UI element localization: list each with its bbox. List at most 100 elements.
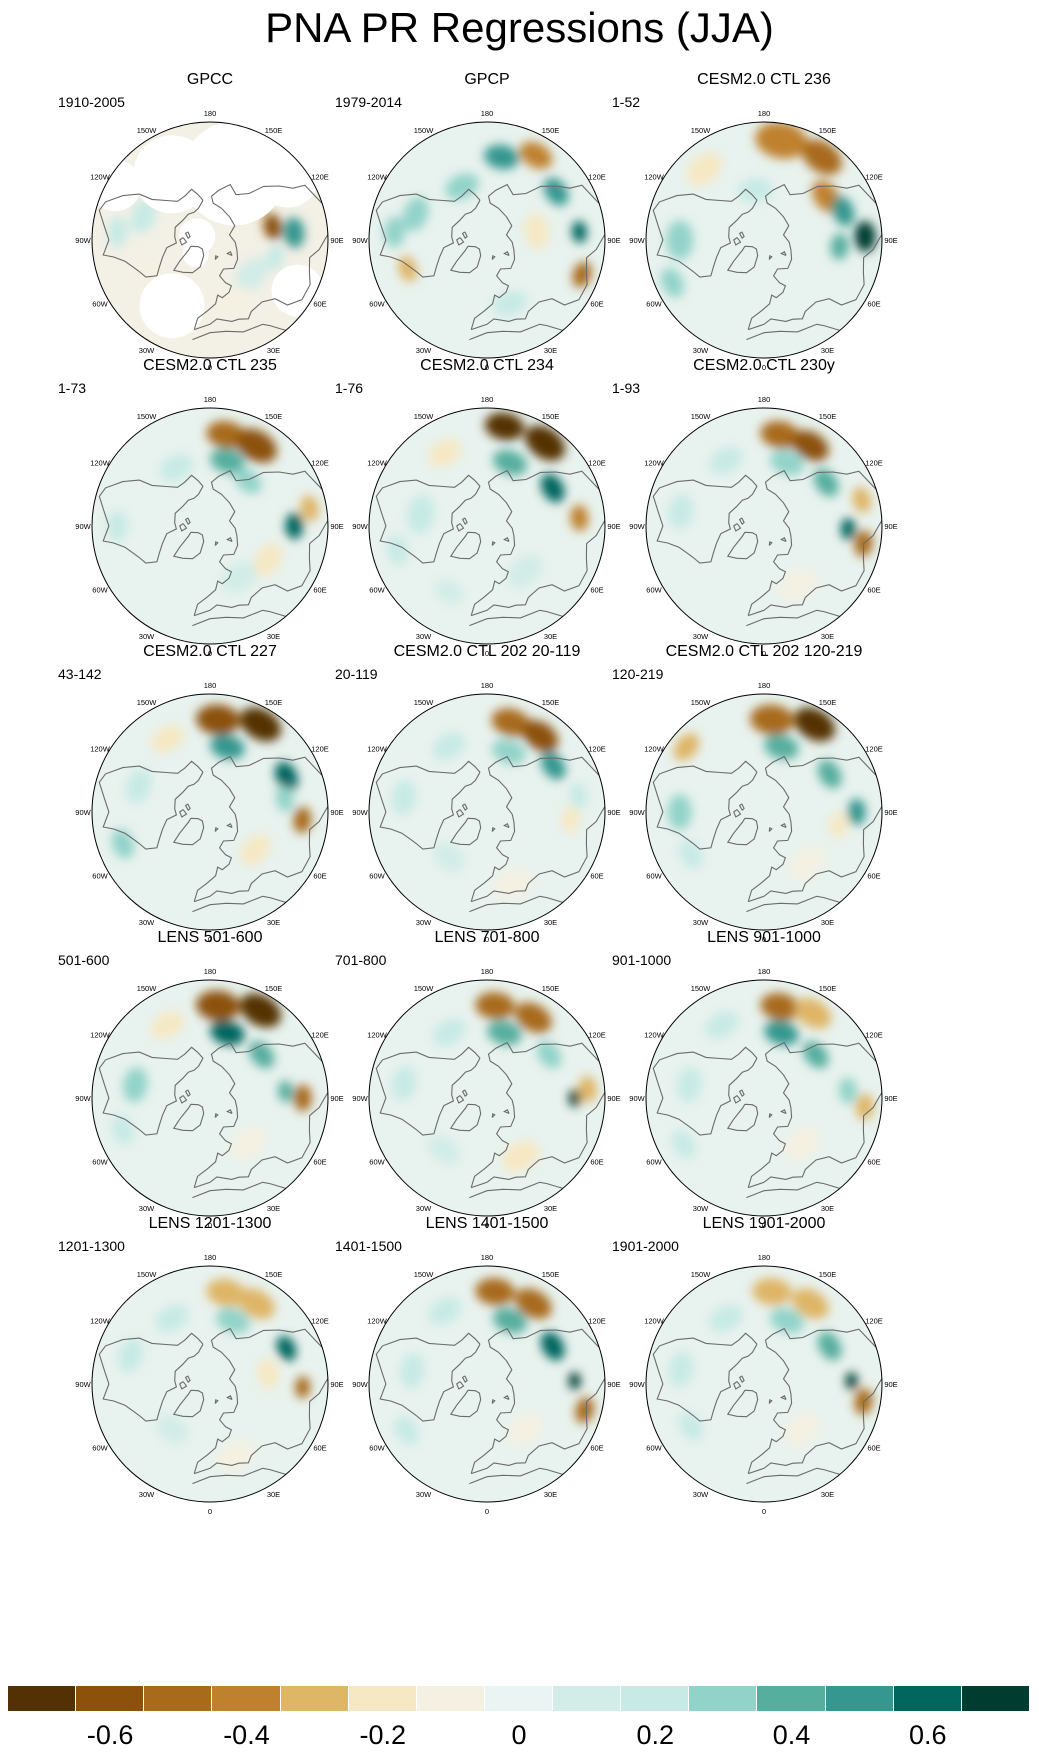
longitude-label: 0: [208, 649, 212, 658]
regression-anomaly: [125, 769, 152, 804]
coastline: [491, 1398, 496, 1404]
coastline: [746, 1467, 840, 1485]
colorbar-swatch: [484, 1686, 554, 1711]
coastline: [226, 823, 233, 829]
longitude-label: 60W: [369, 586, 385, 595]
regression-anomaly: [475, 992, 515, 1020]
longitude-label: 90E: [884, 236, 897, 245]
regression-anomaly: [677, 1067, 702, 1103]
regression-anomaly: [283, 217, 305, 249]
longitude-label: 0: [762, 1507, 766, 1516]
longitude-label: 30W: [693, 346, 709, 355]
regression-anomaly: [568, 1372, 581, 1390]
longitude-label: 90E: [607, 1094, 620, 1103]
map-background: [92, 694, 328, 930]
regression-anomaly: [760, 420, 800, 449]
regression-anomaly: [830, 233, 849, 260]
coastline: [179, 237, 188, 246]
longitude-label: 150W: [414, 126, 435, 135]
regression-anomaly: [794, 998, 832, 1029]
regression-anomaly: [391, 779, 417, 815]
longitude-label: 90E: [607, 1380, 620, 1389]
coastline: [172, 245, 205, 274]
polar-map-svg: 180 150E 120E 90E 60E 30E 0 30W 60W 90W 120W 150W: [629, 395, 897, 658]
regression-anomaly: [254, 543, 283, 577]
polar-map: 180 150E 120E 90E 60E 30E 0 30W 60W 90W 120W 150W: [599, 94, 929, 386]
longitude-label: 60E: [313, 300, 326, 309]
longitude-label: 30E: [544, 346, 557, 355]
longitude-label: 150E: [542, 412, 560, 421]
longitude-label: 120W: [644, 173, 665, 182]
panel-title: CESM2.0 CTL 202 20-119: [393, 643, 581, 660]
longitude-label: 90E: [884, 808, 897, 817]
longitude-label: 30E: [544, 918, 557, 927]
longitude-label: 150W: [137, 698, 158, 707]
map-panel: LENS 901-1000 180 150E 120E 90E 60E 30E 0 30W 60W…: [599, 928, 929, 1246]
regression-anomaly: [709, 1304, 743, 1332]
polar-map-svg: 180 150E 120E 90E 60E 30E 0 30W 60W 90W 120W 150W: [75, 395, 343, 658]
longitude-label: 150W: [137, 984, 158, 993]
longitude-label: 30W: [416, 346, 432, 355]
coastline: [226, 251, 233, 257]
coastline: [733, 237, 742, 246]
regression-anomaly: [737, 177, 773, 203]
polar-map-svg: 180 150E 120E 90E 60E 30E 0 30W 60W 90W 120W 150W: [352, 967, 620, 1230]
polar-map: 180 150E 120E 90E 60E 30E 0 30W 60W 90W 120W 150W: [45, 380, 375, 672]
panel-years: 1401-1500: [335, 1238, 402, 1254]
coastline: [652, 760, 758, 850]
longitude-label: 180: [481, 681, 494, 690]
coastline: [733, 809, 742, 818]
polar-map-svg: 180 150E 120E 90E 60E 30E 0 30W 60W 90W 120W 150W: [75, 681, 343, 944]
regression-anomaly: [487, 1020, 522, 1046]
coastline: [726, 1389, 759, 1418]
regression-anomaly: [274, 761, 298, 792]
regression-anomaly: [671, 1130, 696, 1159]
longitude-label: 60E: [313, 1444, 326, 1453]
regression-anomaly: [402, 197, 429, 232]
longitude-label: 90W: [75, 1094, 91, 1103]
regression-anomaly: [210, 448, 245, 474]
coastline: [503, 1109, 510, 1115]
coastline: [172, 1389, 205, 1418]
regression-anomaly: [394, 1416, 419, 1445]
longitude-label: 0: [208, 1507, 212, 1516]
regression-anomaly: [445, 173, 479, 200]
longitude-label: 180: [204, 109, 217, 118]
coastline: [375, 1046, 481, 1136]
coastline: [456, 237, 465, 246]
longitude-label: 150W: [691, 412, 712, 421]
longitude-label: 90W: [629, 1380, 645, 1389]
missing-data: [271, 264, 324, 317]
coastline: [214, 1112, 219, 1118]
longitude-label: 90E: [607, 522, 620, 531]
longitude-label: 60W: [369, 300, 385, 309]
map-panel: GPCC 180 150E 120E 90E 60E 30E 0 30W 60W 90W 120W 15…: [45, 70, 375, 388]
regression-anomaly: [829, 812, 848, 839]
regression-anomaly: [276, 1335, 297, 1361]
longitude-label: 120E: [311, 173, 329, 182]
longitude-label: 60W: [646, 1158, 662, 1167]
regression-anomaly: [130, 198, 157, 233]
coastline: [461, 1375, 468, 1383]
coastline: [375, 188, 481, 278]
longitude-label: 60E: [313, 1158, 326, 1167]
colorbar-swatch: [961, 1686, 1030, 1711]
longitude-label: 180: [758, 1253, 771, 1262]
map-boundary: [645, 121, 883, 359]
coastline: [768, 254, 773, 260]
longitude-label: 150W: [691, 698, 712, 707]
polar-map-svg: 180 150E 120E 90E 60E 30E 0 30W 60W 90W 120W 150W: [75, 967, 343, 1230]
map-background: [646, 1266, 882, 1502]
longitude-label: 0: [208, 363, 212, 372]
coastline: [449, 531, 482, 560]
coastline: [456, 1095, 465, 1104]
longitude-label: 30E: [821, 346, 834, 355]
longitude-label: 60E: [867, 1158, 880, 1167]
longitude-label: 30E: [267, 1204, 280, 1213]
longitude-label: 90W: [75, 808, 91, 817]
regression-anomaly: [817, 1331, 842, 1361]
longitude-label: 180: [758, 681, 771, 690]
map-background: [92, 1266, 328, 1502]
colorbar-swatch: [8, 1686, 77, 1711]
coastline: [214, 540, 219, 546]
